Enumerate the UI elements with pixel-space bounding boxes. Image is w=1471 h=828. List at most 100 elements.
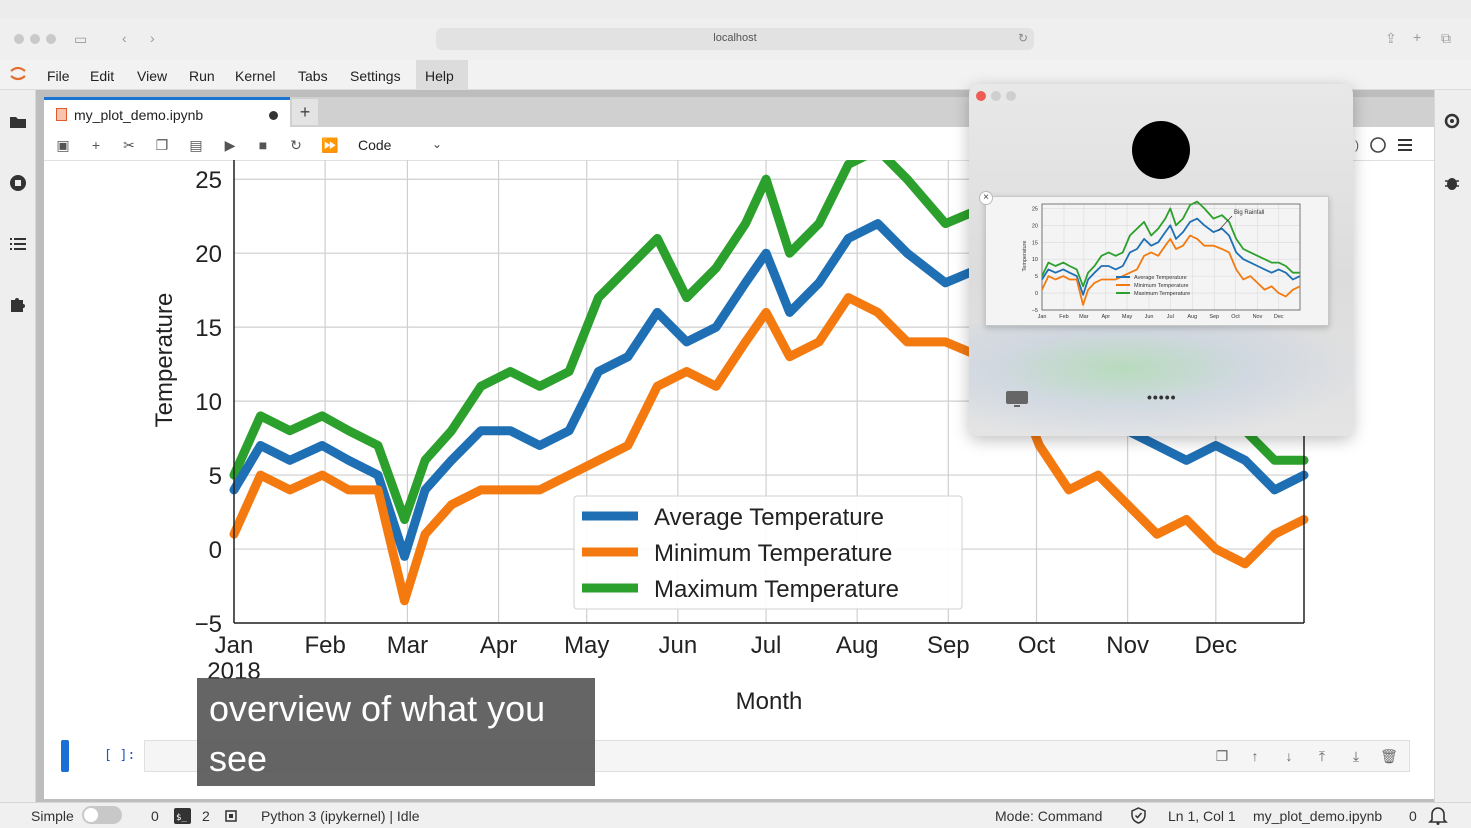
legend-box — [573, 495, 963, 610]
thumb-legend-label: Average Temperature — [1134, 275, 1187, 281]
thumb-x-tick: Jun — [1145, 314, 1154, 320]
insert-above-icon[interactable]: ⤒ — [1318, 748, 1326, 764]
new-launcher-button[interactable]: + — [292, 99, 318, 125]
toggle-knob — [84, 808, 98, 822]
thumb-y-tick: 0 — [1035, 291, 1038, 297]
series-line-minimum-temperature — [229, 293, 1309, 606]
thumb-x-tick: Oct — [1231, 314, 1240, 320]
notebook-icon — [56, 108, 67, 121]
debugger-icon[interactable] — [1442, 173, 1462, 193]
x-axis-label: Month — [736, 688, 803, 715]
thumb-x-tick: Aug — [1187, 314, 1197, 320]
save-icon[interactable]: ▣ — [56, 137, 70, 153]
thumb-x-tick: Jul — [1167, 314, 1174, 320]
avatar — [1132, 121, 1190, 179]
x-tick-label: Aug — [836, 632, 879, 659]
unsaved-indicator-icon[interactable] — [269, 111, 278, 120]
paste-icon[interactable]: ▤ — [189, 137, 203, 153]
pip-zoom-button[interactable] — [1006, 91, 1016, 101]
x-tick-label: Mar — [387, 632, 428, 659]
pip-minimize-button[interactable] — [991, 91, 1001, 101]
thumb-x-tick: Sep — [1209, 314, 1219, 320]
y-tick-label: 5 — [209, 463, 222, 490]
thumb-y-tick: 25 — [1032, 206, 1038, 212]
extensions-icon[interactable] — [8, 294, 28, 314]
cell-prompt: [ ]: — [104, 748, 136, 763]
menu-kernel[interactable]: Kernel — [235, 68, 276, 84]
run-all-icon[interactable]: ⏩ — [321, 137, 339, 153]
kernel-chip-icon[interactable] — [223, 808, 239, 824]
new-tab-icon[interactable]: + — [1413, 29, 1422, 45]
insert-cell-icon[interactable]: + — [91, 137, 101, 153]
legend-label: Minimum Temperature — [654, 540, 892, 567]
x-tick-label: Jul — [751, 632, 782, 659]
cursor-position[interactable]: Ln 1, Col 1 — [1168, 808, 1236, 824]
menu-tabs[interactable]: Tabs — [298, 68, 328, 84]
insert-below-icon[interactable]: ⤓ — [1352, 748, 1360, 764]
restart-icon[interactable]: ↻ — [290, 137, 302, 153]
simple-mode-label: Simple — [31, 808, 74, 824]
pip-close-button[interactable] — [976, 91, 986, 101]
duplicate-cell-icon[interactable]: ❐ — [1215, 748, 1229, 764]
copy-icon[interactable]: ❐ — [155, 137, 169, 153]
kernel-status[interactable]: Python 3 (ipykernel) | Idle — [261, 808, 420, 824]
cell-type-select[interactable]: Code ⌄ — [352, 133, 452, 155]
bell-icon[interactable] — [1428, 806, 1448, 825]
menu-run[interactable]: Run — [189, 68, 215, 84]
y-tick-label: 10 — [195, 389, 222, 416]
thumb-y-tick: 20 — [1032, 223, 1038, 229]
thumb-y-tick: 10 — [1032, 257, 1038, 263]
menu-help[interactable]: Help — [425, 68, 454, 84]
run-icon[interactable]: ▶ — [224, 137, 236, 153]
table-of-contents-icon[interactable] — [8, 234, 28, 254]
menu-file[interactable]: File — [47, 68, 70, 84]
x-tick-label: May — [564, 632, 609, 659]
menu-view[interactable]: View — [137, 68, 168, 84]
thumb-x-tick: Jan — [1038, 314, 1047, 320]
floating-preview-window[interactable]: Jan Feb Mar Apr May Jun Jul Aug Sep Oct Nov Dec −5 0 5… — [969, 84, 1353, 436]
window-close-button[interactable] — [14, 34, 24, 44]
window-minimize-button[interactable] — [30, 34, 40, 44]
sidebar-toggle-icon[interactable]: ▭ — [74, 31, 88, 47]
status-bar — [0, 802, 1471, 828]
terminal-count: 0 — [151, 808, 159, 824]
delete-cell-icon[interactable]: 🗑 — [1380, 748, 1398, 764]
jupyter-logo-icon — [10, 66, 26, 81]
tab-notebook[interactable]: my_plot_demo.ipynb — [44, 97, 290, 127]
forward-icon[interactable]: › — [150, 30, 155, 46]
move-up-icon[interactable]: ↑ — [1251, 748, 1259, 764]
caption-text: overview of what you see — [209, 688, 546, 779]
plot-thumbnail[interactable]: Jan Feb Mar Apr May Jun Jul Aug Sep Oct Nov Dec −5 0 5… — [985, 196, 1329, 326]
kernel-status-icon — [1370, 137, 1386, 153]
y-tick-label: 20 — [195, 241, 222, 268]
left-sidebar — [0, 90, 36, 802]
more-options-icon[interactable]: ••••• — [1147, 389, 1177, 405]
move-down-icon[interactable]: ↓ — [1285, 748, 1293, 764]
window-zoom-button[interactable] — [46, 34, 56, 44]
reload-icon[interactable]: ↻ — [1017, 31, 1028, 45]
thumb-series-line — [1041, 200, 1300, 288]
stop-icon[interactable]: ■ — [258, 137, 268, 153]
blurred-background — [969, 324, 1353, 436]
legend-label: Maximum Temperature — [654, 576, 899, 603]
back-icon[interactable]: ‹ — [122, 30, 127, 46]
thumbnail-close-icon[interactable]: × — [979, 191, 993, 205]
address-bar[interactable]: localhost ↻ — [436, 28, 1034, 50]
tab-overview-icon[interactable]: ⧉ — [1441, 30, 1451, 46]
property-inspector-icon[interactable] — [1442, 111, 1462, 131]
terminal-icon[interactable]: $_ — [174, 808, 191, 824]
kernel-icon[interactable]: ) — [1355, 138, 1359, 152]
cell-type-value: Code — [358, 137, 392, 153]
thumb-y-tick: 15 — [1032, 240, 1038, 246]
x-tick-label: Jun — [659, 632, 698, 659]
y-tick-label: 0 — [209, 537, 222, 564]
share-icon[interactable]: ⇪ — [1385, 30, 1397, 46]
menu-icon[interactable] — [1396, 136, 1414, 154]
cut-icon[interactable]: ✂ — [123, 137, 135, 153]
shield-check-icon[interactable] — [1130, 807, 1147, 824]
folder-icon[interactable] — [8, 112, 28, 132]
running-kernels-icon[interactable] — [8, 173, 28, 193]
menu-edit[interactable]: Edit — [90, 68, 115, 84]
menu-settings[interactable]: Settings — [350, 68, 401, 84]
monitor-icon[interactable] — [1005, 390, 1029, 408]
